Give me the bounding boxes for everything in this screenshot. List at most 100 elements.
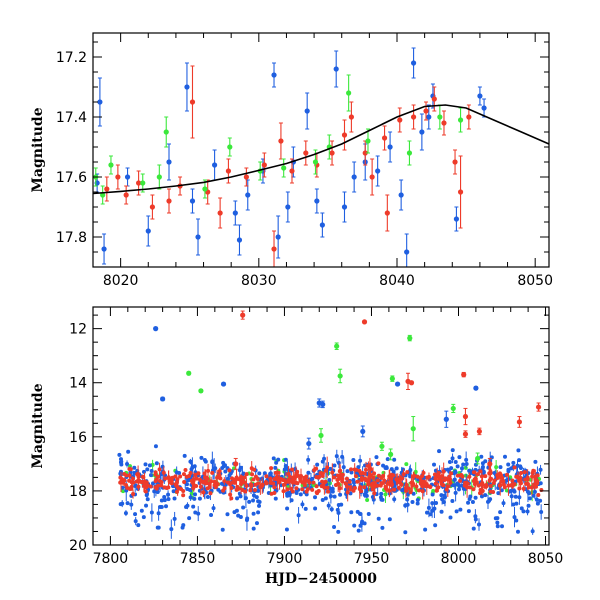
- data-point-blue: [366, 512, 371, 517]
- data-point-blue: [153, 326, 159, 332]
- y-tick-label: 20: [69, 538, 87, 554]
- data-point-blue: [514, 518, 519, 523]
- data-point-blue: [141, 469, 146, 474]
- data-point-red: [502, 485, 507, 490]
- data-point-blue: [341, 191, 348, 223]
- data-point-blue: [159, 505, 164, 510]
- y-tick-label: 16: [69, 430, 87, 446]
- data-point-red: [375, 478, 380, 483]
- data-point-blue: [162, 498, 167, 503]
- data-point-red: [437, 477, 442, 482]
- data-point-green: [450, 403, 456, 413]
- data-point-blue: [502, 454, 507, 459]
- data-point-blue: [241, 505, 246, 510]
- data-point-blue: [345, 469, 350, 474]
- data-point-red: [363, 476, 368, 481]
- data-point-blue: [155, 489, 160, 494]
- data-point-blue: [533, 459, 538, 464]
- x-tick-label: 7950: [354, 551, 390, 567]
- data-point-red: [187, 473, 192, 478]
- data-point-red: [300, 487, 305, 492]
- data-point-red: [359, 475, 364, 480]
- data-point-blue: [425, 510, 430, 515]
- data-point-green: [337, 368, 343, 384]
- data-point-blue: [220, 465, 225, 470]
- data-point-red: [463, 480, 468, 485]
- data-point-blue: [356, 465, 361, 470]
- data-point-red: [217, 197, 223, 229]
- data-point-red: [302, 483, 307, 488]
- data-point-red: [355, 479, 360, 484]
- data-point-red: [303, 140, 309, 166]
- x-axis-title: HJD−2450000: [265, 571, 377, 587]
- data-point-red: [305, 478, 310, 483]
- data-point-red: [181, 472, 186, 477]
- data-point-blue: [226, 476, 231, 481]
- data-point-red: [272, 491, 277, 496]
- x-tick-label: 8000: [441, 551, 477, 567]
- data-point-red: [166, 188, 172, 214]
- data-point-red: [189, 478, 194, 483]
- data-point-green: [389, 375, 395, 382]
- x-tick-label: 8030: [241, 273, 277, 289]
- data-point-blue: [154, 461, 159, 466]
- y-axis-title: Magnitude: [30, 107, 46, 192]
- data-point-red: [280, 477, 285, 482]
- data-point-blue: [333, 50, 339, 88]
- data-point-red: [358, 485, 363, 490]
- data-point-blue: [285, 506, 290, 511]
- data-point-blue: [216, 487, 221, 492]
- data-point-blue: [434, 501, 439, 506]
- data-point-red: [285, 487, 290, 492]
- data-point-red: [127, 478, 132, 483]
- data-point-red: [295, 481, 300, 486]
- data-point-blue: [526, 503, 531, 508]
- x-tick-label: 8050: [528, 551, 564, 567]
- data-point-red: [397, 107, 403, 133]
- data-point-red: [201, 480, 206, 485]
- data-point-blue: [210, 460, 215, 465]
- x-tick-label: 8020: [103, 273, 139, 289]
- data-point-blue: [430, 501, 435, 506]
- data-point-blue: [389, 467, 394, 472]
- data-point-blue: [285, 191, 291, 223]
- data-point-red: [362, 485, 367, 490]
- data-point-red: [320, 474, 325, 479]
- data-point-blue: [193, 492, 198, 497]
- data-point-red: [243, 167, 249, 187]
- data-point-red: [253, 487, 258, 492]
- data-point-red: [225, 158, 232, 184]
- data-point-red: [212, 479, 217, 484]
- data-point-red: [381, 125, 388, 151]
- data-point-red: [378, 483, 383, 488]
- data-point-green: [227, 137, 233, 157]
- data-point-blue: [403, 530, 408, 535]
- data-point-blue: [181, 523, 186, 528]
- data-point-blue: [439, 509, 444, 514]
- data-point-blue: [144, 503, 149, 508]
- data-point-blue: [466, 509, 471, 514]
- data-point-red: [218, 476, 223, 481]
- data-point-red: [516, 416, 523, 428]
- data-point-blue: [360, 425, 366, 438]
- data-point-blue: [315, 462, 320, 467]
- data-point-blue: [467, 497, 472, 502]
- x-tick-label: 7900: [267, 551, 303, 567]
- data-point-blue: [298, 492, 303, 497]
- data-point-blue: [452, 471, 457, 476]
- data-point-red: [458, 473, 463, 478]
- data-point-blue: [119, 459, 124, 464]
- data-point-blue: [236, 224, 243, 256]
- data-point-red: [193, 472, 198, 477]
- data-point-red: [354, 467, 359, 472]
- data-point-blue: [410, 47, 417, 79]
- data-point-blue: [162, 495, 167, 500]
- data-point-blue: [516, 448, 521, 453]
- data-point-blue: [351, 480, 356, 485]
- data-point-blue: [256, 510, 261, 515]
- y-tick-label: 18: [69, 484, 87, 500]
- data-point-red: [268, 476, 273, 481]
- data-point-blue: [498, 510, 503, 515]
- data-point-red: [232, 480, 237, 485]
- data-point-blue: [511, 488, 516, 493]
